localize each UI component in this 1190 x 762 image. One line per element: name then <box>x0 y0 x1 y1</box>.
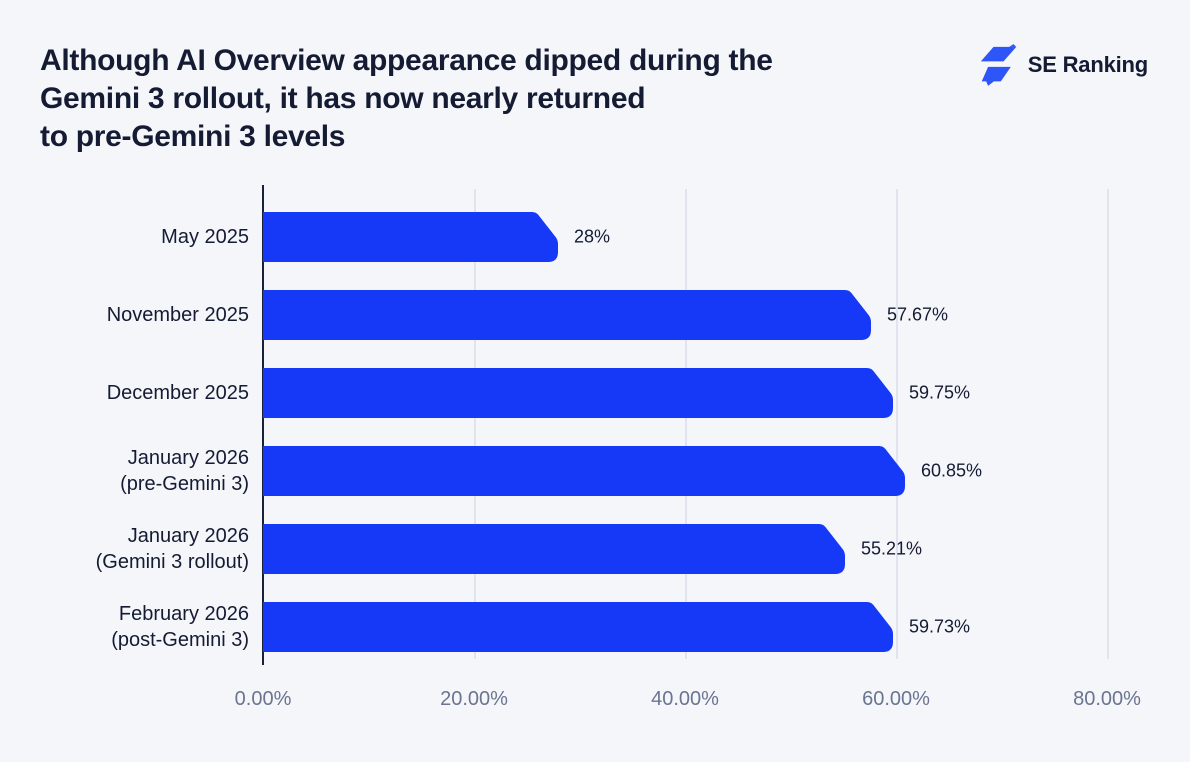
y-axis-line <box>262 185 264 665</box>
bar <box>263 290 871 340</box>
bar-row: 60.85% <box>263 446 1025 496</box>
bar <box>263 602 893 652</box>
logo-text: SE Ranking <box>1027 52 1148 77</box>
flash-icon <box>980 44 1017 86</box>
x-axis-tick-label: 40.00% <box>651 688 719 710</box>
gridline <box>474 189 476 659</box>
chart-title-line-1: Although AI Overview appearance dipped d… <box>40 44 773 77</box>
category-label: February 2026 (post-Gemini 3) <box>0 602 249 652</box>
category-label-line: January 2026 <box>127 525 249 547</box>
category-label-line: (post-Gemini 3) <box>111 629 249 651</box>
bar-row: 28% <box>263 212 678 262</box>
se-ranking-logo: SE Ranking <box>979 42 1148 88</box>
bar-row: 59.75% <box>263 368 1013 418</box>
category-label-line: November 2025 <box>106 304 249 326</box>
x-axis-ticks: 0.00% 20.00% 40.00% 60.00% 80.00% <box>235 688 1141 718</box>
category-label: December 2025 <box>0 368 249 418</box>
category-label-line: December 2025 <box>106 382 249 404</box>
category-label: January 2026 (Gemini 3 rollout) <box>0 524 249 574</box>
x-axis-tick-label: 20.00% <box>440 688 508 710</box>
category-label: November 2025 <box>0 290 249 340</box>
category-label: January 2026 (pre-Gemini 3) <box>0 446 249 496</box>
category-label-line: (pre-Gemini 3) <box>120 473 249 495</box>
value-label: 57.67% <box>887 304 949 325</box>
bar-row: 55.21% <box>263 524 965 574</box>
x-axis-tick-label: 80.00% <box>1073 688 1141 710</box>
bar <box>263 524 845 574</box>
value-label: 59.73% <box>909 616 971 637</box>
plot-area: 28% 57.67% 59.75% 60.85% 55.21% 59.73% <box>262 185 1135 665</box>
category-labels: May 2025 November 2025 December 2025 Januar… <box>0 185 249 665</box>
gridline <box>896 189 898 659</box>
x-axis-tick-label: 60.00% <box>862 688 930 710</box>
bar-row: 59.73% <box>263 602 1013 652</box>
chart-title-line-2: Gemini 3 rollout, it has now nearly retu… <box>40 82 646 115</box>
value-label: 28% <box>574 226 611 247</box>
category-label: May 2025 <box>0 212 249 262</box>
category-label-line: (Gemini 3 rollout) <box>95 551 249 573</box>
chart-title: Although AI Overview appearance dipped d… <box>40 42 773 156</box>
bar <box>263 368 893 418</box>
value-label: 55.21% <box>861 538 923 559</box>
chart-title-line-3: to pre-Gemini 3 levels <box>40 120 346 153</box>
category-label-line: February 2026 <box>118 603 249 625</box>
gridline <box>1107 189 1109 659</box>
category-label-line: January 2026 <box>127 447 249 469</box>
x-axis-tick-label: 0.00% <box>234 688 292 710</box>
value-label: 60.85% <box>921 460 983 481</box>
gridline <box>685 189 687 659</box>
category-label-line: May 2025 <box>161 226 249 248</box>
bar-row: 57.67% <box>263 290 991 340</box>
bar <box>263 446 905 496</box>
bar <box>263 212 558 262</box>
value-label: 59.75% <box>909 382 971 403</box>
